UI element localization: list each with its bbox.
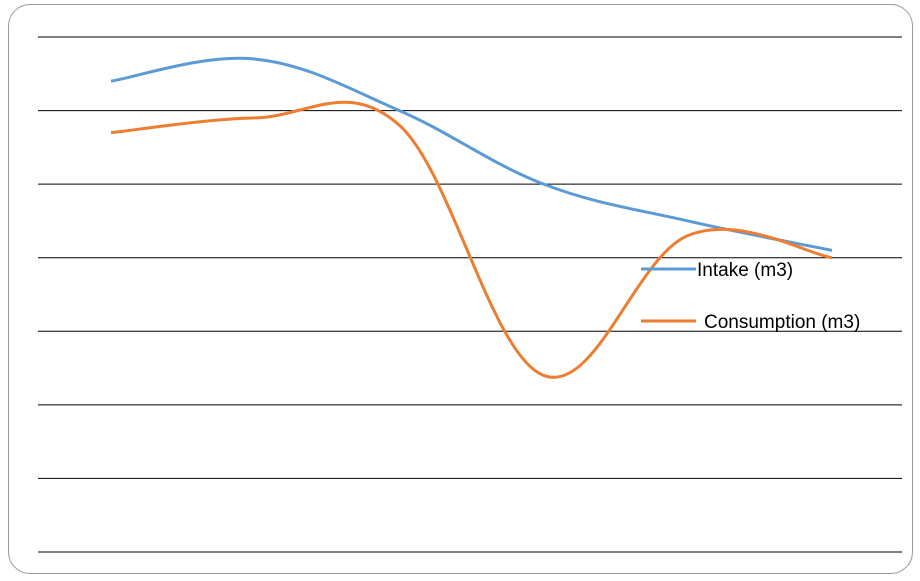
legend-label-consumption: Consumption (m3) — [704, 312, 860, 333]
legend: Intake (m3) Consumption (m3) — [641, 260, 860, 333]
series-lines — [110, 56, 833, 379]
gridlines — [38, 36, 902, 553]
series-line-intake — [110, 56, 833, 252]
legend-label-intake: Intake (m3) — [697, 260, 793, 281]
chart-frame — [8, 4, 913, 574]
series-line-consumption — [110, 100, 833, 379]
